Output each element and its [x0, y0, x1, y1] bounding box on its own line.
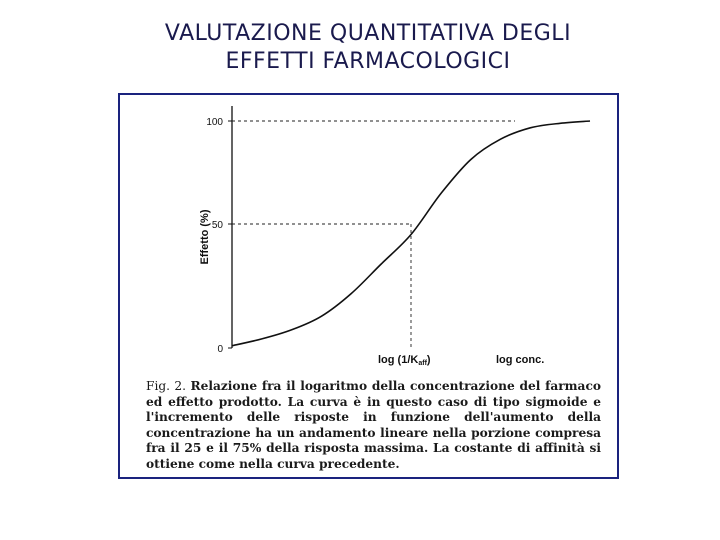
y-tick-label-50: 50: [212, 220, 224, 231]
x-marker-label-sub: aff: [418, 360, 427, 367]
y-tick-label-0: 0: [217, 344, 223, 355]
x-axis-label: log conc.: [496, 354, 544, 366]
x-marker-label-main: log (1/K: [378, 354, 418, 366]
figure-caption: Fig. 2. Relazione fra il logaritmo della…: [146, 379, 601, 473]
sigmoid-curve: [231, 120, 591, 347]
slide-title-line-2: EFFETTI FARMACOLOGICI: [225, 49, 511, 74]
x-marker-label: log (1/Kaff): [378, 354, 431, 367]
figure-frame: 100 50 0 Effetto (%) log (1/Kaff) log co…: [118, 93, 619, 479]
y-tick-label-100: 100: [206, 117, 223, 128]
caption-text: Relazione fra il logaritmo della concent…: [146, 379, 601, 471]
sigmoid-chart: 100 50 0 Effetto (%) log (1/Kaff) log co…: [199, 106, 591, 367]
caption-label: Fig. 2.: [146, 379, 187, 393]
slide-title: VALUTAZIONE QUANTITATIVA DEGLI EFFETTI F…: [0, 20, 720, 76]
x-marker-label-close: ): [427, 354, 431, 366]
slide-title-line-1: VALUTAZIONE QUANTITATIVA DEGLI: [164, 21, 572, 46]
y-axis-label: Effetto (%): [199, 209, 211, 264]
